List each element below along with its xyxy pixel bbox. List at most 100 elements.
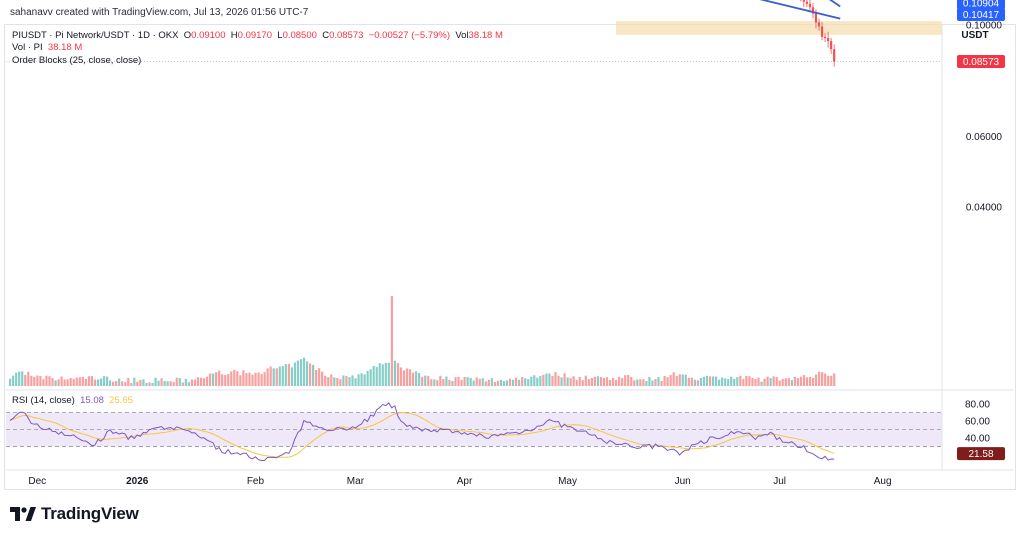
- low-value: 0.08500: [282, 30, 317, 41]
- volume-bar: [124, 382, 127, 386]
- volume-bar: [442, 379, 445, 386]
- volume-bar: [636, 379, 639, 386]
- volume-bar: [654, 378, 657, 386]
- candle-body: [820, 26, 824, 37]
- volume-bar: [475, 377, 478, 386]
- volume-bar: [287, 363, 290, 386]
- volume-bar: [439, 375, 442, 386]
- volume-bar: [639, 379, 642, 386]
- volume-bar: [345, 376, 348, 386]
- volume-bar: [766, 376, 769, 386]
- change-value: −0.00527 (−5.79%): [368, 30, 451, 41]
- volume-bar: [90, 375, 94, 386]
- time-tick-label: Mar: [347, 476, 365, 487]
- trendlines[interactable]: [283, 0, 841, 20]
- volume-bar: [160, 378, 163, 386]
- volume-bar: [115, 380, 118, 386]
- volume-bar: [227, 374, 230, 386]
- volume-bar: [242, 370, 245, 386]
- volume-bar: [557, 375, 560, 386]
- volume-bar: [39, 375, 42, 386]
- volume-bar: [678, 374, 681, 386]
- volume-bar: [199, 377, 203, 386]
- volume-bar: [757, 377, 760, 386]
- volume-bar: [802, 375, 806, 386]
- volume-bar: [69, 378, 72, 386]
- volume-bar: [105, 376, 109, 386]
- volume-bar: [36, 375, 39, 386]
- tradingview-brand: TradingView: [41, 504, 139, 523]
- volume-bar: [181, 382, 184, 386]
- price-axis[interactable]: USDT0.300000.260000.240000.220000.200000…: [957, 0, 1005, 461]
- volume-bar: [112, 381, 115, 386]
- volume-bar: [93, 379, 97, 386]
- volume-bar: [611, 378, 615, 386]
- volume-bar: [154, 377, 157, 386]
- time-tick-label: Aug: [874, 476, 892, 487]
- volume-bar: [357, 374, 360, 386]
- volume-bar: [814, 374, 818, 386]
- volume-bar: [415, 371, 418, 386]
- candle-body: [833, 49, 836, 62]
- volume-bar: [572, 376, 575, 386]
- volume-bar: [778, 380, 781, 386]
- volume-bar: [296, 360, 300, 386]
- volume-bar: [254, 372, 257, 386]
- volume-bar: [787, 378, 790, 386]
- volume-bar: [108, 380, 112, 386]
- volume-bar: [363, 374, 366, 386]
- volume-bar: [730, 376, 733, 386]
- volume-bar: [81, 376, 84, 386]
- volume-bar: [130, 383, 133, 386]
- volume-bar: [42, 379, 45, 386]
- volume-bar: [336, 378, 339, 386]
- volume-bar: [624, 375, 627, 386]
- volume-bar: [569, 378, 572, 386]
- volume-bar: [615, 379, 618, 386]
- volume-bar: [293, 362, 297, 386]
- volume-bar: [327, 377, 330, 386]
- candle-body: [830, 41, 833, 50]
- volume-bar: [505, 380, 509, 386]
- time-axis[interactable]: Dec 2026 Feb Mar Apr May Jun Jul Aug: [6, 469, 1014, 487]
- volume-bar: [708, 376, 712, 386]
- volume-bar: [375, 366, 378, 386]
- volume-bar: [521, 377, 524, 386]
- volume-bar: [72, 378, 75, 386]
- rsi-badge-text: 21.58: [968, 449, 993, 460]
- volume-bar: [396, 363, 400, 386]
- volume-bar: [157, 380, 160, 386]
- rsi-tick-label: 60.00: [965, 416, 990, 427]
- volume-bar: [830, 375, 833, 386]
- volume-bars: [9, 296, 836, 386]
- rsi-tick-label: 40.00: [965, 433, 990, 444]
- open-label: O: [183, 30, 192, 41]
- volume-bar: [175, 377, 178, 386]
- volume-bar: [481, 378, 484, 386]
- high-value: 0.09170: [237, 30, 272, 41]
- volume-bar: [196, 377, 200, 386]
- volume-bar: [15, 372, 18, 386]
- volume-bar: [530, 376, 533, 386]
- volume-bar: [411, 372, 415, 386]
- volume-bar: [827, 375, 830, 386]
- volume-bar: [642, 379, 645, 386]
- volume-bar: [351, 375, 354, 386]
- volume-bar: [675, 376, 678, 386]
- volume-bar: [266, 368, 269, 386]
- tradingview-logo[interactable]: TradingView: [10, 504, 139, 524]
- volume-bar: [684, 374, 687, 386]
- volume-bar: [687, 377, 690, 386]
- volume-bar: [148, 382, 151, 386]
- price-label-badge: [957, 0, 1005, 10]
- volume-bar: [548, 373, 551, 386]
- volume-bar: [633, 380, 636, 386]
- volume-bar: [627, 374, 630, 386]
- volume-bar: [127, 377, 130, 386]
- volume-bar: [393, 360, 397, 386]
- volume-bar: [578, 376, 581, 386]
- volume-bar: [427, 376, 430, 386]
- volume-bar: [705, 375, 709, 386]
- volume-bar: [584, 375, 587, 386]
